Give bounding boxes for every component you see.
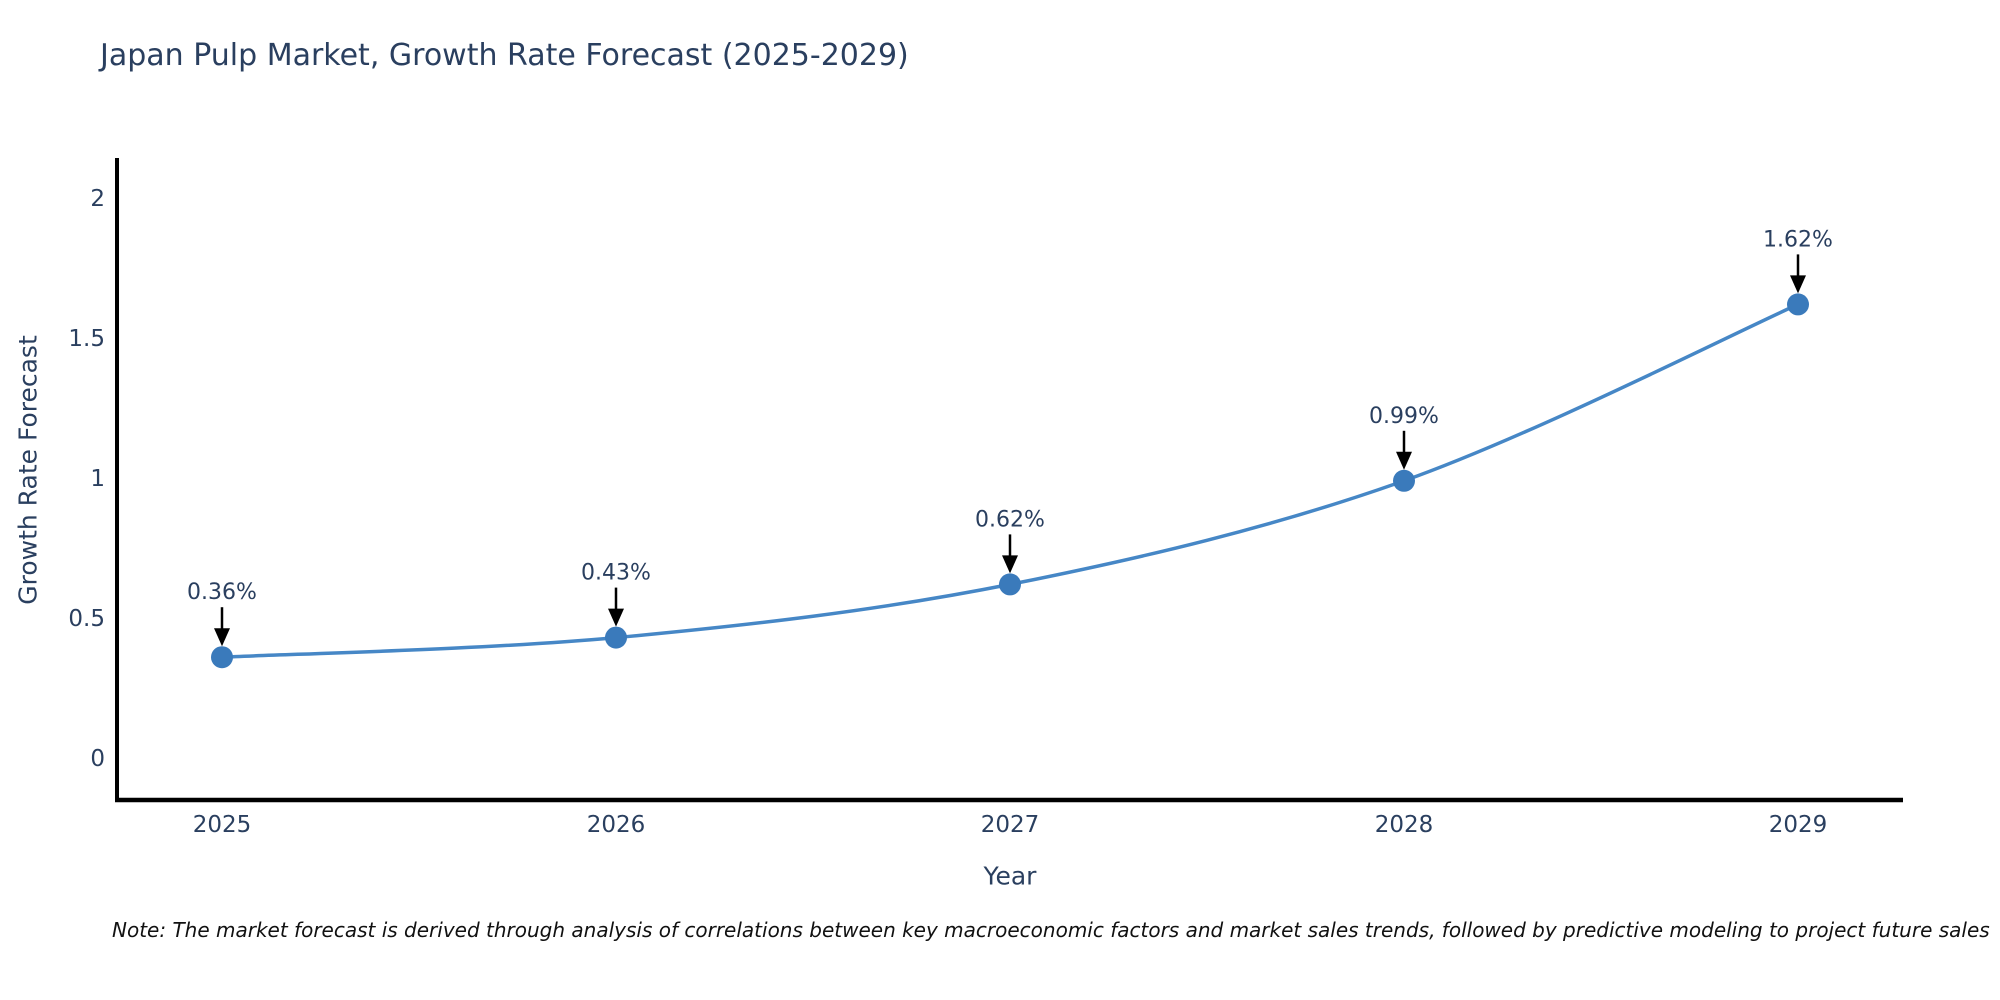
data-point-label: 1.62% xyxy=(1763,227,1833,252)
data-point-label: 0.36% xyxy=(187,580,257,605)
x-tick-label: 2026 xyxy=(587,812,646,838)
data-point-marker xyxy=(211,646,233,669)
annotation-arrowhead xyxy=(214,628,230,647)
data-point-label: 0.99% xyxy=(1369,404,1439,429)
annotation-arrowhead xyxy=(608,608,624,627)
annotation-arrowhead xyxy=(1396,451,1412,470)
y-tick-label: 1.5 xyxy=(68,326,105,352)
x-tick-label: 2029 xyxy=(1769,812,1828,838)
chart-title: Japan Pulp Market, Growth Rate Forecast … xyxy=(100,38,909,73)
y-tick-label: 0 xyxy=(90,746,105,772)
data-point-label: 0.62% xyxy=(975,507,1045,532)
data-point-marker xyxy=(605,626,627,649)
footnote: Note: The market forecast is derived thr… xyxy=(112,918,1990,942)
x-axis-title: Year xyxy=(983,861,1037,891)
data-point-marker xyxy=(1393,469,1415,492)
y-tick-label: 1 xyxy=(90,466,105,492)
y-tick-label: 2 xyxy=(90,186,105,212)
x-tick-label: 2027 xyxy=(981,812,1040,838)
annotation-arrowhead xyxy=(1790,275,1806,294)
y-tick-label: 0.5 xyxy=(68,606,105,632)
annotation-arrowhead xyxy=(1002,555,1018,574)
data-point-label: 0.43% xyxy=(581,561,651,586)
forecast-line xyxy=(220,302,1800,659)
data-point-marker xyxy=(999,573,1021,596)
x-tick-label: 2028 xyxy=(1375,812,1434,838)
data-point-marker xyxy=(1787,293,1809,316)
x-tick-label: 2025 xyxy=(193,812,252,838)
